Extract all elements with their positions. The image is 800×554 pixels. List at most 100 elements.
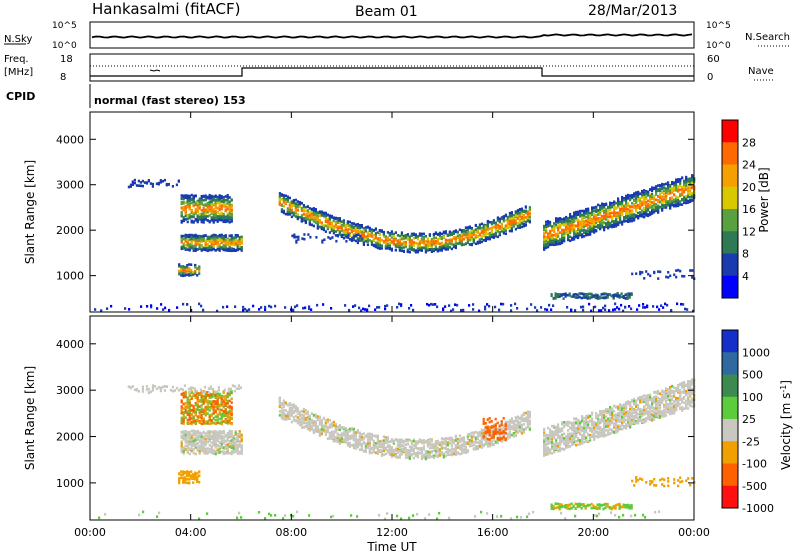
power-pixel	[238, 245, 241, 248]
power-pixel	[444, 248, 447, 251]
power-pixel	[408, 307, 411, 310]
power-pixel	[184, 265, 187, 269]
power-pixel	[414, 233, 417, 236]
power-pixel	[621, 206, 624, 210]
power-pixel	[607, 206, 610, 209]
power-pixel	[238, 237, 241, 241]
power-pixel	[328, 221, 331, 225]
power-pixel	[196, 274, 199, 277]
power-pixel	[595, 218, 598, 222]
power-pixel	[340, 223, 343, 227]
power-pixel	[194, 239, 197, 243]
velocity-pixel	[216, 413, 219, 416]
power-pixel	[452, 230, 455, 233]
power-pixel	[357, 239, 360, 242]
power-pixel	[591, 225, 594, 229]
velocity-pixel	[194, 442, 197, 446]
power-pixel	[149, 182, 152, 185]
power-pixel	[614, 308, 617, 311]
power-pixel	[188, 207, 191, 211]
power-pixel	[188, 274, 191, 277]
velocity-pixel	[194, 394, 197, 397]
power-pixel	[518, 225, 521, 229]
power-pixel	[336, 221, 339, 224]
power-pixel	[649, 206, 652, 209]
power-pixel	[426, 242, 429, 246]
power-pixel	[236, 234, 239, 238]
power-pixel	[178, 269, 181, 273]
power-pixel	[488, 304, 491, 308]
power-pixel	[520, 225, 523, 229]
velocity-pixel	[220, 412, 223, 416]
power-pixel	[552, 297, 555, 300]
power-pixel	[583, 231, 586, 235]
power-pixel	[224, 203, 227, 207]
power-pixel	[198, 266, 201, 270]
power-pixel	[486, 237, 489, 240]
power-pixel	[218, 239, 221, 243]
velocity-pixel	[216, 418, 219, 421]
power-pixel	[206, 235, 209, 239]
power-pixel	[430, 243, 433, 247]
power-pixel	[182, 237, 185, 241]
power-pixel	[601, 202, 604, 206]
power-pixel	[579, 209, 582, 213]
velocity-pixel	[190, 438, 193, 442]
power-pixel	[352, 233, 355, 236]
power-pixel	[320, 221, 323, 224]
power-pixel	[210, 216, 213, 219]
power-pixel	[561, 236, 564, 240]
power-pixel	[619, 210, 622, 214]
power-pixel	[350, 230, 353, 234]
power-pixel	[194, 209, 197, 213]
velocity-pixel	[212, 416, 215, 420]
power-pixel	[597, 217, 600, 220]
power-pixel	[230, 247, 233, 250]
power-pixel	[599, 213, 602, 216]
power-pixel	[430, 247, 433, 251]
power-pixel	[442, 244, 445, 248]
power-pixel	[604, 308, 607, 311]
power-pixel	[683, 183, 686, 186]
velocity-pixel	[198, 411, 201, 415]
power-pixel	[210, 219, 213, 222]
power-pixel	[342, 220, 345, 224]
power-pixel	[667, 202, 670, 205]
power-pixel	[496, 223, 499, 227]
power-pixel	[208, 235, 211, 239]
power-pixel	[224, 219, 227, 223]
velocity-pixel	[204, 448, 207, 452]
power-pixel	[620, 292, 623, 295]
velocity-pixel	[214, 402, 217, 405]
power-pixel	[208, 248, 211, 252]
power-pixel	[220, 204, 223, 207]
power-pixel	[202, 216, 205, 219]
power-pixel	[430, 245, 433, 249]
power-pixel	[310, 207, 313, 211]
power-pixel	[194, 234, 197, 238]
power-pixel	[544, 308, 547, 311]
power-pixel	[620, 303, 623, 307]
velocity-pixel	[186, 400, 189, 404]
power-pixel	[626, 297, 629, 300]
power-pixel	[659, 189, 662, 193]
power-pixel	[448, 233, 451, 237]
power-pixel	[357, 233, 360, 236]
power-pixel	[476, 228, 479, 231]
power-pixel	[390, 231, 393, 234]
power-pixel	[597, 203, 600, 207]
velocity-pixel	[220, 441, 223, 444]
power-pixel	[631, 272, 634, 276]
power-pixel	[184, 196, 187, 199]
power-pixel	[190, 239, 193, 242]
power-pixel	[637, 215, 640, 218]
beam-title: Beam 01	[355, 4, 418, 20]
power-pixel	[356, 241, 359, 245]
velocity-pixel	[212, 443, 215, 447]
power-pixel	[282, 199, 285, 202]
power-pixel	[402, 237, 405, 240]
power-pixel	[222, 197, 225, 201]
power-pixel	[619, 221, 622, 224]
